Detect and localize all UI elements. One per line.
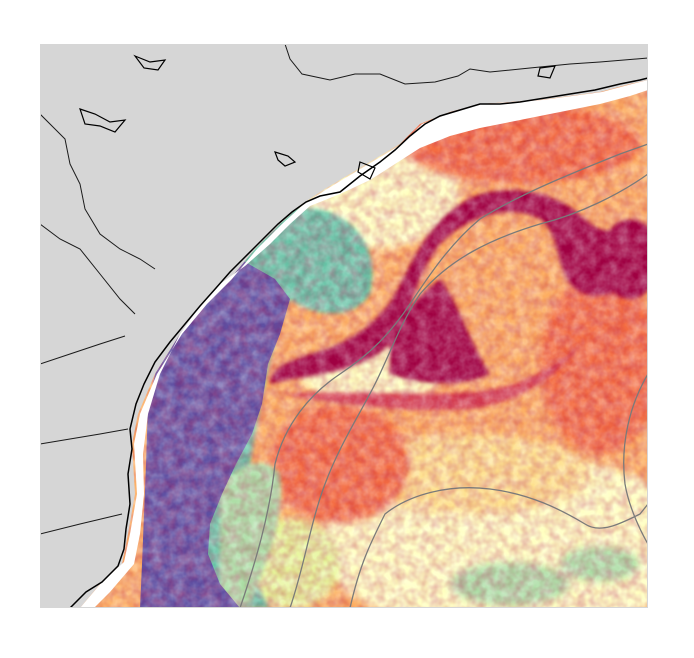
lake-3 [274,151,297,167]
contour-east [623,373,648,545]
contour-slope [289,173,648,608]
sea-surface-map [40,44,648,608]
inland-water [79,54,556,180]
map-frame [40,44,648,608]
lake-2 [79,108,127,133]
coastline [69,77,648,608]
border-tx-la [284,44,648,85]
depth-contours [239,143,648,608]
map-border [40,44,648,608]
border-inland-2 [40,223,136,315]
contour-deep [349,487,648,608]
lake-1 [133,54,167,71]
border-inland-5 [40,513,123,535]
lake-4 [537,65,556,79]
border-inland-1 [40,113,156,270]
state-borders [40,44,648,535]
bay-galveston [357,161,376,180]
contour-shelf-break [239,143,648,608]
border-inland-3 [40,335,126,365]
border-inland-4 [40,428,129,445]
